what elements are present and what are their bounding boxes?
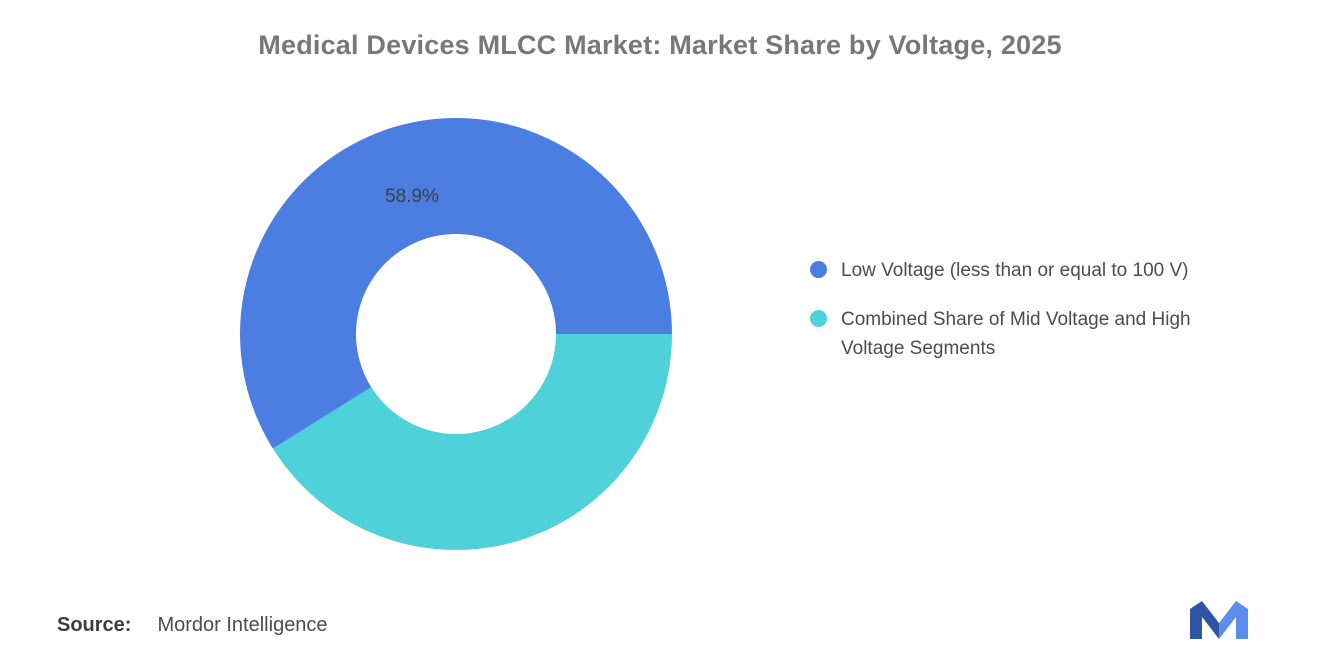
- chart-legend: Low Voltage (less than or equal to 100 V…: [810, 256, 1270, 363]
- donut-hole: [356, 234, 556, 434]
- legend-marker-icon: [810, 310, 827, 327]
- legend-item-mid-high-voltage[interactable]: Combined Share of Mid Voltage and High V…: [810, 305, 1270, 363]
- legend-marker-icon: [810, 261, 827, 278]
- legend-item-low-voltage[interactable]: Low Voltage (less than or equal to 100 V…: [810, 256, 1270, 285]
- source-label: Source:: [57, 614, 132, 636]
- legend-label: Low Voltage (less than or equal to 100 V…: [841, 260, 1189, 281]
- slice-data-label: 58.9%: [385, 186, 439, 207]
- source-value: Mordor Intelligence: [157, 614, 328, 636]
- page-title: Medical Devices MLCC Market: Market Shar…: [258, 30, 1062, 60]
- mordor-intelligence-logo: [1190, 601, 1248, 639]
- source-attribution: Source: Mordor Intelligence: [57, 614, 328, 637]
- legend-label: Combined Share of Mid Voltage and High V…: [841, 309, 1191, 359]
- donut-chart[interactable]: 58.9%: [240, 118, 672, 550]
